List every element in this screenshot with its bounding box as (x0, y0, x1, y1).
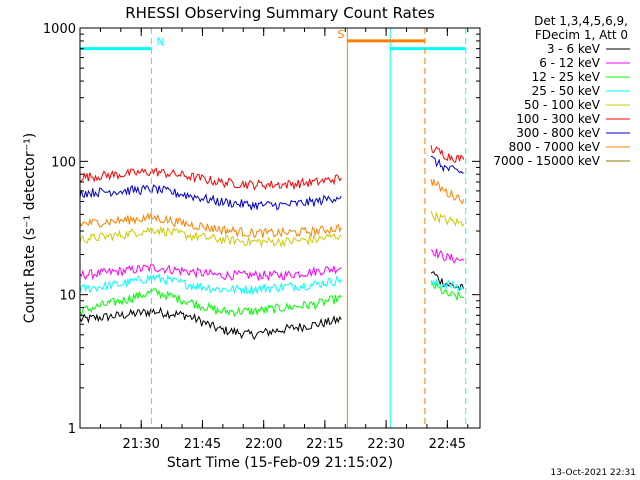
series-line-7 (430, 178, 465, 205)
legend-label-3: 25 - 50 keV (532, 84, 601, 98)
series-line-3 (79, 272, 342, 296)
x-tick-label: 22:00 (245, 437, 282, 452)
series-line-0 (79, 306, 342, 341)
plot-area: NS (79, 28, 467, 428)
plot-frame (79, 27, 481, 429)
series-line-6 (430, 156, 464, 174)
legend: Det 1,3,4,5,6,9, FDecim 1, Att 0 3 - 6 k… (493, 14, 630, 168)
y-tick-label: 1 (68, 422, 76, 437)
y-axis: 1 10 100 1000 (43, 22, 480, 437)
series-line-6 (79, 184, 342, 211)
x-tick-label: 21:30 (122, 437, 159, 452)
series-line-5 (80, 167, 342, 191)
y-tick-label: 100 (51, 155, 76, 170)
series-line-2 (79, 287, 342, 318)
footer-timestamp: 13-Oct-2021 22:31 (551, 468, 636, 478)
legend-label-2: 12 - 25 keV (532, 70, 601, 84)
series-line-5 (430, 145, 465, 163)
series-line-3 (430, 278, 465, 292)
legend-header-line-1: Det 1,3,4,5,6,9, (534, 14, 628, 28)
legend-label-4: 50 - 100 keV (524, 98, 601, 112)
x-axis-label: Start Time (15-Feb-09 21:15:02) (167, 455, 393, 471)
x-tick-label: 22:30 (367, 437, 404, 452)
series-line-4 (430, 210, 465, 228)
legend-label-0: 3 - 6 keV (547, 42, 601, 56)
legend-label-7: 800 - 7000 keV (509, 140, 601, 154)
chart-title: RHESSI Observing Summary Count Rates (125, 4, 435, 22)
legend-label-5: 100 - 300 keV (516, 112, 600, 126)
series-line-2 (430, 280, 464, 302)
flag-label-2: S (337, 28, 344, 41)
legend-label-8: 7000 - 15000 keV (493, 154, 600, 168)
x-tick-label: 22:45 (429, 437, 466, 452)
y-tick-label: 10 (59, 289, 76, 304)
x-tick-label: 21:45 (184, 437, 221, 452)
legend-header-line-2: FDecim 1, Att 0 (535, 28, 628, 42)
y-axis-label: Count Rate (s⁻¹ detector⁻¹) (22, 133, 38, 323)
legend-label-6: 300 - 800 keV (516, 126, 600, 140)
x-tick-label: 22:15 (306, 437, 343, 452)
y-tick-label: 1000 (43, 22, 76, 37)
series-line-7 (79, 212, 342, 239)
series-line-4 (79, 226, 342, 248)
legend-label-1: 6 - 12 keV (539, 56, 601, 70)
series-line-1 (79, 264, 342, 282)
series-line-1 (430, 248, 465, 264)
flag-label-0: N (156, 36, 164, 49)
x-axis: 21:30 21:45 22:00 22:15 22:30 22:45 (99, 28, 469, 452)
